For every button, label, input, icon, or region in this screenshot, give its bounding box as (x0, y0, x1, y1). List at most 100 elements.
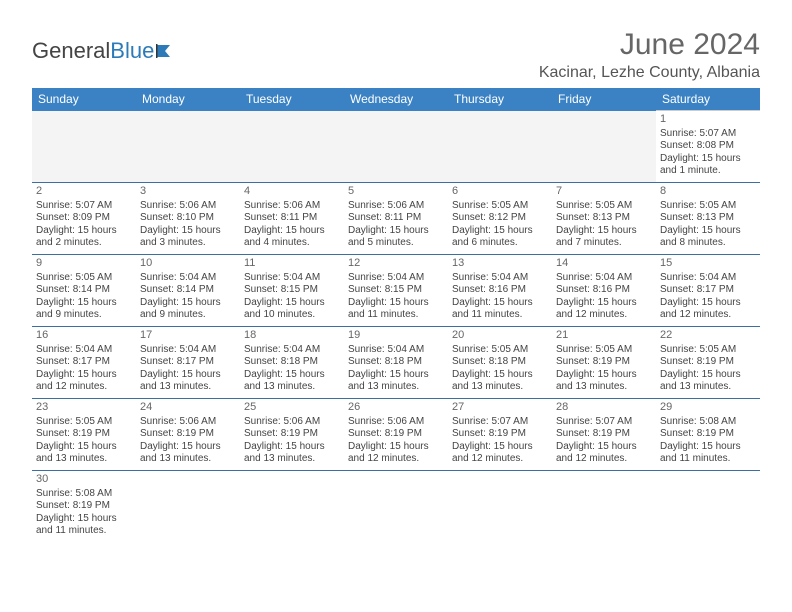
calendar-day-cell: 30Sunrise: 5:08 AMSunset: 8:19 PMDayligh… (32, 471, 136, 543)
calendar-day-cell: 26Sunrise: 5:06 AMSunset: 8:19 PMDayligh… (344, 399, 448, 471)
sunset-text: Sunset: 8:19 PM (660, 428, 756, 441)
header: GeneralBlue June 2024 Kacinar, Lezhe Cou… (32, 28, 760, 82)
calendar-week-row: 30Sunrise: 5:08 AMSunset: 8:19 PMDayligh… (32, 471, 760, 543)
sunset-text: Sunset: 8:17 PM (660, 284, 756, 297)
calendar-day-cell: 13Sunrise: 5:04 AMSunset: 8:16 PMDayligh… (448, 255, 552, 327)
calendar-day-cell: 9Sunrise: 5:05 AMSunset: 8:14 PMDaylight… (32, 255, 136, 327)
daylight-text: Daylight: 15 hours and 9 minutes. (140, 297, 236, 322)
daylight-text: Daylight: 15 hours and 4 minutes. (244, 225, 340, 250)
calendar-day-cell: 11Sunrise: 5:04 AMSunset: 8:15 PMDayligh… (240, 255, 344, 327)
daylight-text: Daylight: 15 hours and 3 minutes. (140, 225, 236, 250)
calendar-week-row: 1Sunrise: 5:07 AMSunset: 8:08 PMDaylight… (32, 111, 760, 183)
sunset-text: Sunset: 8:19 PM (244, 428, 340, 441)
daylight-text: Daylight: 15 hours and 13 minutes. (348, 369, 444, 394)
daylight-text: Daylight: 15 hours and 6 minutes. (452, 225, 548, 250)
day-number: 13 (452, 257, 548, 271)
sunset-text: Sunset: 8:15 PM (348, 284, 444, 297)
calendar-day-cell: 8Sunrise: 5:05 AMSunset: 8:13 PMDaylight… (656, 183, 760, 255)
calendar-day-cell: 4Sunrise: 5:06 AMSunset: 8:11 PMDaylight… (240, 183, 344, 255)
calendar-day-cell (240, 111, 344, 183)
day-number: 27 (452, 401, 548, 415)
daylight-text: Daylight: 15 hours and 12 minutes. (660, 297, 756, 322)
daylight-text: Daylight: 15 hours and 12 minutes. (556, 441, 652, 466)
day-number: 1 (660, 113, 756, 127)
day-number: 17 (140, 329, 236, 343)
calendar-day-cell (32, 111, 136, 183)
daylight-text: Daylight: 15 hours and 13 minutes. (36, 441, 132, 466)
calendar-day-cell: 22Sunrise: 5:05 AMSunset: 8:19 PMDayligh… (656, 327, 760, 399)
calendar-day-cell: 28Sunrise: 5:07 AMSunset: 8:19 PMDayligh… (552, 399, 656, 471)
calendar-day-cell: 3Sunrise: 5:06 AMSunset: 8:10 PMDaylight… (136, 183, 240, 255)
calendar-day-cell: 1Sunrise: 5:07 AMSunset: 8:08 PMDaylight… (656, 111, 760, 183)
day-number: 22 (660, 329, 756, 343)
sunset-text: Sunset: 8:16 PM (556, 284, 652, 297)
daylight-text: Daylight: 15 hours and 10 minutes. (244, 297, 340, 322)
calendar-week-row: 23Sunrise: 5:05 AMSunset: 8:19 PMDayligh… (32, 399, 760, 471)
calendar-day-cell (136, 471, 240, 543)
daylight-text: Daylight: 15 hours and 5 minutes. (348, 225, 444, 250)
day-number: 6 (452, 185, 548, 199)
sunrise-text: Sunrise: 5:05 AM (36, 416, 132, 429)
sunset-text: Sunset: 8:11 PM (348, 212, 444, 225)
sunrise-text: Sunrise: 5:07 AM (556, 416, 652, 429)
daylight-text: Daylight: 15 hours and 13 minutes. (452, 369, 548, 394)
day-header: Thursday (448, 88, 552, 111)
calendar-day-cell (344, 471, 448, 543)
daylight-text: Daylight: 15 hours and 12 minutes. (556, 297, 652, 322)
calendar-day-cell: 10Sunrise: 5:04 AMSunset: 8:14 PMDayligh… (136, 255, 240, 327)
day-number: 30 (36, 473, 132, 487)
sunrise-text: Sunrise: 5:04 AM (556, 272, 652, 285)
sunrise-text: Sunrise: 5:04 AM (36, 344, 132, 357)
calendar-day-cell: 19Sunrise: 5:04 AMSunset: 8:18 PMDayligh… (344, 327, 448, 399)
sunset-text: Sunset: 8:19 PM (36, 428, 132, 441)
calendar-page: GeneralBlue June 2024 Kacinar, Lezhe Cou… (0, 0, 792, 553)
sunrise-text: Sunrise: 5:05 AM (36, 272, 132, 285)
calendar-day-cell (448, 471, 552, 543)
sunset-text: Sunset: 8:17 PM (140, 356, 236, 369)
location-label: Kacinar, Lezhe County, Albania (539, 64, 760, 82)
calendar-day-cell: 24Sunrise: 5:06 AMSunset: 8:19 PMDayligh… (136, 399, 240, 471)
calendar-day-cell: 25Sunrise: 5:06 AMSunset: 8:19 PMDayligh… (240, 399, 344, 471)
daylight-text: Daylight: 15 hours and 8 minutes. (660, 225, 756, 250)
sunrise-text: Sunrise: 5:06 AM (348, 416, 444, 429)
daylight-text: Daylight: 15 hours and 12 minutes. (348, 441, 444, 466)
sunset-text: Sunset: 8:19 PM (452, 428, 548, 441)
day-header: Monday (136, 88, 240, 111)
sunset-text: Sunset: 8:17 PM (36, 356, 132, 369)
sunrise-text: Sunrise: 5:08 AM (660, 416, 756, 429)
sunset-text: Sunset: 8:19 PM (556, 428, 652, 441)
daylight-text: Daylight: 15 hours and 13 minutes. (244, 369, 340, 394)
daylight-text: Daylight: 15 hours and 9 minutes. (36, 297, 132, 322)
day-number: 19 (348, 329, 444, 343)
logo: GeneralBlue (32, 28, 178, 64)
sunset-text: Sunset: 8:19 PM (36, 500, 132, 513)
day-number: 12 (348, 257, 444, 271)
calendar-day-cell: 21Sunrise: 5:05 AMSunset: 8:19 PMDayligh… (552, 327, 656, 399)
day-number: 16 (36, 329, 132, 343)
calendar-day-cell: 18Sunrise: 5:04 AMSunset: 8:18 PMDayligh… (240, 327, 344, 399)
day-number: 20 (452, 329, 548, 343)
daylight-text: Daylight: 15 hours and 11 minutes. (348, 297, 444, 322)
calendar-table: Sunday Monday Tuesday Wednesday Thursday… (32, 88, 760, 543)
sunrise-text: Sunrise: 5:04 AM (660, 272, 756, 285)
calendar-day-cell (552, 471, 656, 543)
sunset-text: Sunset: 8:19 PM (556, 356, 652, 369)
sunset-text: Sunset: 8:18 PM (348, 356, 444, 369)
daylight-text: Daylight: 15 hours and 11 minutes. (452, 297, 548, 322)
sunrise-text: Sunrise: 5:05 AM (660, 200, 756, 213)
daylight-text: Daylight: 15 hours and 13 minutes. (140, 369, 236, 394)
day-number: 26 (348, 401, 444, 415)
day-header: Friday (552, 88, 656, 111)
day-header: Tuesday (240, 88, 344, 111)
calendar-day-cell: 27Sunrise: 5:07 AMSunset: 8:19 PMDayligh… (448, 399, 552, 471)
daylight-text: Daylight: 15 hours and 7 minutes. (556, 225, 652, 250)
sunrise-text: Sunrise: 5:04 AM (348, 344, 444, 357)
day-number: 21 (556, 329, 652, 343)
flag-icon (156, 39, 178, 65)
day-header: Wednesday (344, 88, 448, 111)
day-number: 28 (556, 401, 652, 415)
day-number: 24 (140, 401, 236, 415)
calendar-day-cell (344, 111, 448, 183)
sunrise-text: Sunrise: 5:07 AM (452, 416, 548, 429)
sunset-text: Sunset: 8:09 PM (36, 212, 132, 225)
